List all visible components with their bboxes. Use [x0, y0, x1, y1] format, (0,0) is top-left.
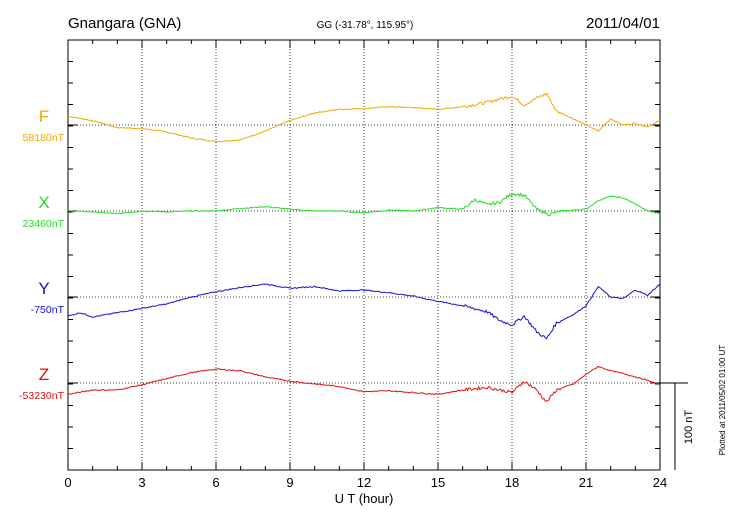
series-name-X: X [38, 193, 49, 212]
x-tick-label-6: 6 [212, 475, 219, 490]
x-tick-label-0: 0 [64, 475, 71, 490]
station-title: Gnangara (GNA) [68, 15, 181, 32]
series-name-F: F [39, 107, 49, 126]
baseline-label-X: 23460nT [23, 218, 65, 230]
series-line-X [67, 192, 661, 217]
x-tick-label-18: 18 [505, 475, 519, 490]
series-line-Z [67, 365, 661, 402]
scale-bar-label: 100 nT [683, 410, 695, 445]
coords-subtitle: GG (-31.78°, 115.95°) [317, 20, 414, 31]
plotted-at-note: Plotted at 2011/05/02 01:00 UT [718, 345, 727, 456]
x-tick-label-12: 12 [357, 475, 371, 490]
x-tick-label-24: 24 [653, 475, 667, 490]
x-tick-label-3: 3 [138, 475, 145, 490]
series-line-F [67, 92, 661, 143]
series-name-Z: Z [39, 365, 49, 384]
series-group [67, 92, 661, 402]
date-label: 2011/04/01 [586, 15, 660, 32]
baseline-label-Z: -53230nT [19, 390, 65, 402]
baseline-label-Y: -750nT [31, 304, 65, 316]
x-tick-label-15: 15 [431, 475, 445, 490]
x-axis-ticks: 0 3 6 9 12 15 18 21 24 [64, 40, 667, 490]
grid-lines [68, 40, 660, 470]
series-labels: F 58180nT X 23460nT Y -750nT Z -53230nT [19, 107, 65, 402]
y-axis-ticks [68, 61, 660, 449]
series-name-Y: Y [38, 279, 49, 298]
x-tick-label-21: 21 [579, 475, 593, 490]
scale-bar: 100 nT [660, 382, 695, 470]
plot-frame [67, 39, 661, 471]
x-tick-label-9: 9 [286, 475, 293, 490]
x-axis-label: U T (hour) [335, 491, 394, 506]
series-line-Y [67, 283, 661, 340]
baseline-label-F: 58180nT [23, 132, 65, 144]
